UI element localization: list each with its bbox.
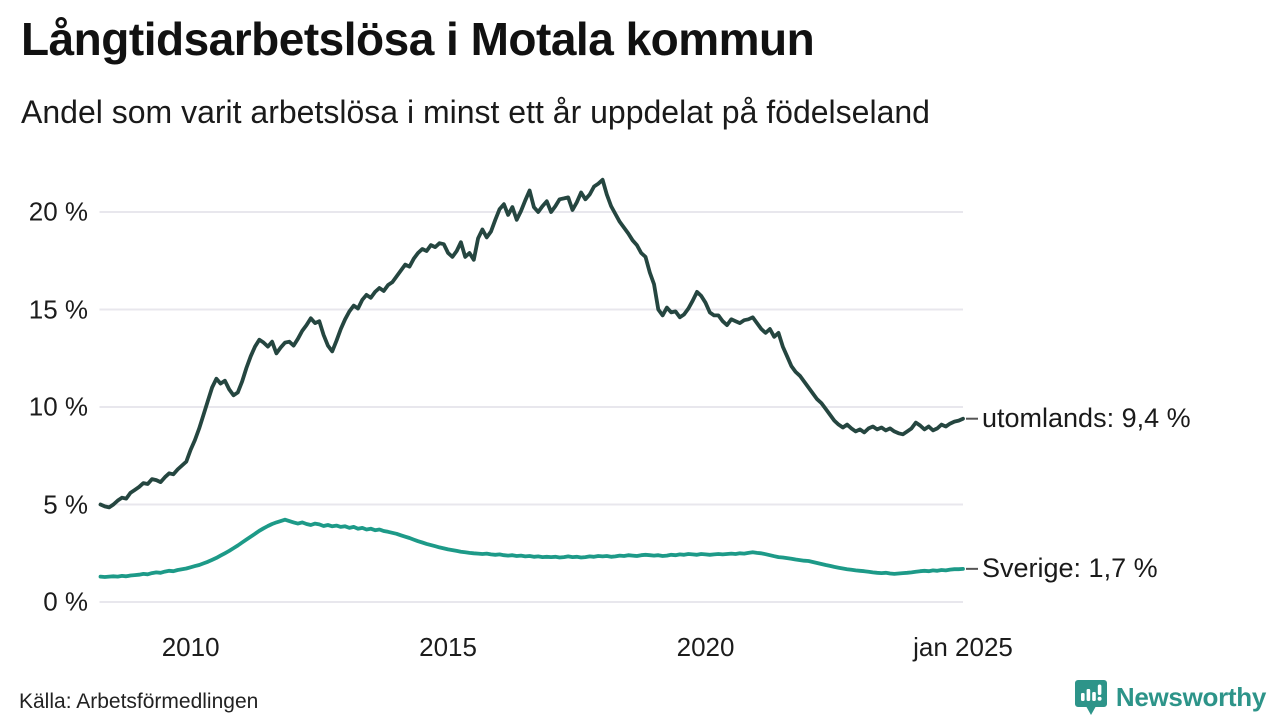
series-line-utomlands <box>98 177 965 510</box>
newsworthy-wordmark: Newsworthy <box>1115 682 1266 712</box>
y-axis-label: 10 % <box>28 391 88 422</box>
series-line-sverige <box>98 517 965 579</box>
y-axis-label: 20 % <box>28 196 88 227</box>
x-axis-label: 2015 <box>419 632 477 662</box>
y-axis-label: 15 % <box>28 294 88 324</box>
x-axis-label: jan 2025 <box>913 632 1013 662</box>
series-end-label-sverige: Sverige: 1,7 % <box>982 552 1158 583</box>
y-axis-label: 0 % <box>43 586 88 617</box>
series-end-label-utomlands: utomlands: 9,4 % <box>982 402 1191 433</box>
x-axis-label: 2010 <box>161 632 220 662</box>
y-axis-label: 5 % <box>43 489 88 519</box>
page-title: Långtidsarbetslösa i Motala kommun <box>21 13 815 65</box>
newsworthy-logo: Newsworthy <box>1074 679 1266 716</box>
newsworthy-logo-icon <box>1074 679 1108 716</box>
x-axis-label: 2020 <box>676 632 735 662</box>
page-subtitle: Andel som varit arbetslösa i minst ett å… <box>21 94 930 130</box>
source-note: Källa: Arbetsförmedlingen <box>19 690 259 713</box>
